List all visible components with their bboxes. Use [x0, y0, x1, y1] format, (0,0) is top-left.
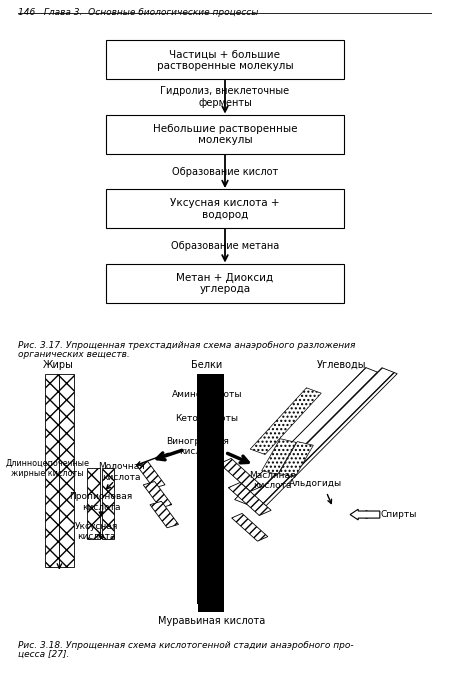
Text: Частицы + большие
растворенные молекулы: Частицы + большие растворенные молекулы	[157, 49, 293, 71]
Bar	[102, 468, 114, 539]
Text: Метан + Диоксид
углерода: Метан + Диоксид углерода	[176, 273, 274, 294]
Bar	[45, 374, 59, 567]
Polygon shape	[279, 441, 313, 477]
FancyBboxPatch shape	[106, 190, 344, 228]
Text: Уксусная
кислота: Уксусная кислота	[75, 522, 118, 542]
Bar	[59, 374, 74, 567]
Text: Масляная
кислота: Масляная кислота	[249, 471, 296, 490]
Text: Рис. 3.17. Упрощенная трехстадийная схема анаэробного разложения: Рис. 3.17. Упрощенная трехстадийная схем…	[18, 341, 356, 350]
FancyBboxPatch shape	[106, 115, 344, 153]
Text: Небольшие растворенные
молекулы: Небольшие растворенные молекулы	[153, 123, 297, 145]
Polygon shape	[250, 388, 321, 454]
Polygon shape	[232, 514, 268, 541]
Polygon shape	[262, 439, 296, 474]
Bar	[197, 374, 211, 604]
Text: Гидролиз, внеклеточные
ферменты: Гидролиз, внеклеточные ферменты	[161, 87, 289, 108]
Polygon shape	[251, 368, 397, 506]
Bar	[87, 468, 100, 539]
Text: Рис. 3.18. Упрощенная схема кислотогенной стадии анаэробного про-: Рис. 3.18. Упрощенная схема кислотогенно…	[18, 641, 354, 650]
FancyBboxPatch shape	[106, 264, 344, 303]
Bar	[198, 452, 211, 612]
Text: Кетокислоты: Кетокислоты	[176, 414, 238, 423]
Text: Виноградная
кислота: Виноградная кислота	[166, 437, 230, 456]
Bar	[211, 452, 224, 612]
Polygon shape	[150, 501, 179, 528]
Text: 146   Глава 3.  Основные биологические процессы: 146 Глава 3. Основные биологические проц…	[18, 8, 258, 17]
Text: Уксусная кислота +
водород: Уксусная кислота + водород	[170, 198, 280, 220]
Text: цесса [27].: цесса [27].	[18, 650, 69, 659]
Text: Спирты: Спирты	[380, 510, 417, 519]
FancyArrow shape	[350, 509, 380, 520]
Polygon shape	[228, 482, 271, 516]
Text: Белки: Белки	[191, 359, 223, 370]
Bar	[211, 374, 224, 604]
Polygon shape	[143, 481, 172, 508]
FancyBboxPatch shape	[106, 40, 344, 79]
Polygon shape	[136, 462, 165, 488]
Text: Молочная
кислота: Молочная кислота	[98, 462, 145, 481]
Text: Альдогиды: Альдогиды	[288, 479, 342, 488]
Text: Углеводы: Углеводы	[317, 359, 367, 370]
Polygon shape	[219, 458, 262, 492]
Text: Аминокислоты: Аминокислоты	[172, 390, 242, 399]
Text: органических веществ.: органических веществ.	[18, 350, 130, 359]
Text: Муравьиная кислота: Муравьиная кислота	[158, 617, 265, 626]
Text: Пропионовая
кислота: Пропионовая кислота	[70, 492, 133, 512]
Text: Длинноцепочечные
жирные кислоты: Длинноцепочечные жирные кислоты	[5, 458, 89, 477]
Polygon shape	[234, 368, 382, 506]
Text: Образование метана: Образование метана	[171, 241, 279, 251]
Text: Жиры: Жиры	[43, 359, 74, 370]
Text: Образование кислот: Образование кислот	[172, 166, 278, 177]
